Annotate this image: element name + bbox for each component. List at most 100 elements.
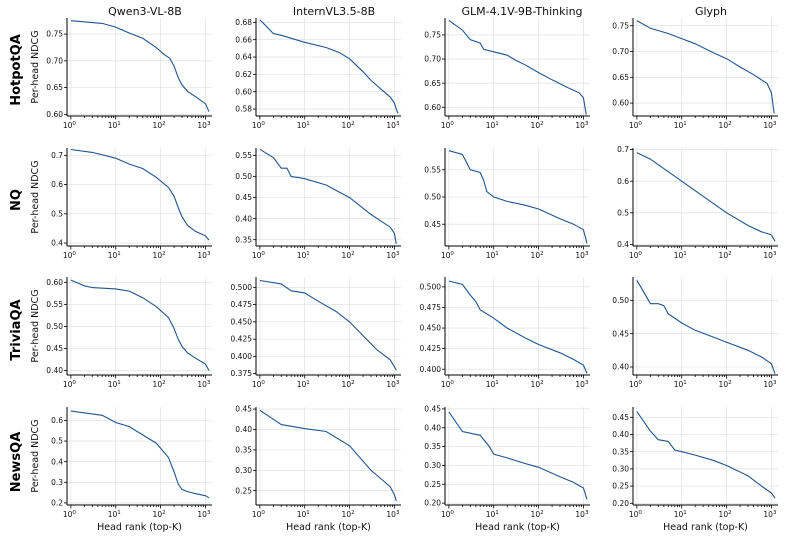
x-tick-label: 101: [297, 121, 310, 130]
x-tick-label: 102: [531, 251, 544, 260]
x-tick-label: 100: [441, 251, 455, 260]
y-tick-label: 0.40: [612, 430, 629, 439]
x-tick-label: 102: [719, 121, 732, 130]
series-line: [70, 20, 210, 112]
y-tick-label: 0.5: [617, 208, 629, 217]
panel-newsqa-3: 0.20 0.25 0.30 0.35 0.40 0.45 100 101 102 103 Head…: [424, 404, 590, 533]
y-tick-label: 0.475: [420, 303, 442, 312]
series-line: [70, 410, 210, 499]
y-tick-label: 0.500: [231, 283, 253, 292]
x-tick-label: 103: [763, 121, 777, 130]
x-tick-label: 100: [252, 121, 266, 130]
y-tick-label: 0.30: [612, 464, 629, 473]
panel-nq-4: 0.4 0.5 0.6 0.7 100 101 102 103: [617, 145, 778, 260]
panel-hotpotqa-2: 0.58 0.60 0.62 0.64 0.66 0.68 100 101 102 103: [235, 18, 401, 130]
y-tick-label: 0.60: [612, 99, 629, 108]
y-tick-label: 0.35: [424, 442, 441, 451]
y-tick-label: 0.70: [424, 55, 441, 64]
x-tick-label: 100: [63, 121, 77, 130]
y-tick-label: 0.25: [612, 482, 629, 491]
series-line: [70, 279, 210, 371]
panel-nq-3: 0.45 0.50 0.55 100 101 102 103: [424, 148, 590, 260]
x-tick-label: 103: [386, 510, 400, 519]
panel-nq-2: 0.35 0.40 0.45 0.50 0.55 100 101 102 103: [235, 148, 401, 260]
y-tick-label: 0.45: [612, 413, 629, 422]
series-line: [636, 411, 776, 499]
y-tick-label: 0.20: [612, 499, 629, 508]
y-tick-label: 0.500: [420, 282, 442, 291]
x-tick-label: 101: [486, 510, 499, 519]
x-tick-label: 103: [763, 380, 777, 389]
y-tick-label: 0.475: [231, 300, 253, 309]
panel-triviaqa-3: 0.400 0.425 0.450 0.475 0.500 100 101 102 103: [420, 277, 590, 389]
x-tick-label: 100: [252, 510, 266, 519]
x-tick-label: 102: [153, 510, 166, 519]
y-tick-label: 0.400: [420, 365, 442, 374]
x-axis-label: Head rank (top-K): [475, 522, 560, 533]
x-tick-label: 103: [197, 380, 211, 389]
y-tick-label: 0.75: [46, 30, 63, 39]
x-tick-label: 103: [386, 380, 400, 389]
x-tick-label: 100: [441, 380, 455, 389]
y-tick-label: 0.425: [420, 344, 442, 353]
y-tick-label: 0.25: [424, 480, 441, 489]
x-tick-label: 103: [386, 121, 400, 130]
panel-newsqa-2: 0.25 0.30 0.35 0.40 0.45 100 101 102 103 Head ran…: [235, 405, 401, 533]
y-tick-label: 0.45: [46, 344, 63, 353]
x-tick-label: 100: [441, 510, 455, 519]
x-tick-label: 101: [108, 121, 121, 130]
x-tick-label: 102: [531, 510, 544, 519]
row-label-nq: NQ: [9, 189, 24, 211]
x-tick-label: 100: [63, 251, 77, 260]
panel-newsqa-4: 0.20 0.25 0.30 0.35 0.40 0.45 100 101 102 103 Head…: [612, 407, 778, 533]
x-tick-label: 102: [719, 251, 732, 260]
y-tick-label: 0.45: [424, 404, 441, 413]
y-tick-label: 0.30: [235, 466, 252, 475]
x-tick-label: 100: [63, 380, 77, 389]
y-tick-label: 0.45: [235, 193, 252, 202]
y-tick-label: 0.60: [235, 87, 252, 96]
y-tick-label: 0.62: [235, 70, 252, 79]
y-axis-label: Per-head NDCG: [30, 160, 41, 233]
x-tick-label: 102: [342, 121, 355, 130]
y-tick-label: 0.3: [51, 478, 63, 487]
x-tick-label: 103: [763, 251, 777, 260]
y-tick-label: 0.35: [235, 445, 252, 454]
panels: 0.60 0.65 0.70 0.75 100 101 102 103 Per-head NDC…: [30, 18, 778, 533]
y-tick-label: 0.45: [235, 405, 252, 414]
y-tick-label: 0.6: [51, 180, 63, 189]
x-tick-label: 103: [575, 510, 589, 519]
x-tick-label: 100: [629, 510, 643, 519]
x-tick-label: 103: [197, 121, 211, 130]
y-tick-label: 0.30: [424, 461, 441, 470]
x-tick-label: 102: [153, 121, 166, 130]
x-tick-label: 103: [197, 510, 211, 519]
x-tick-label: 101: [674, 510, 687, 519]
y-axis-label: Per-head NDCG: [30, 30, 41, 103]
series-line: [636, 280, 776, 374]
row-label-hotpotqa: HotpotQA: [9, 34, 24, 106]
x-tick-label: 102: [342, 251, 355, 260]
y-tick-label: 0.375: [231, 369, 253, 378]
x-tick-label: 100: [629, 121, 643, 130]
y-tick-label: 0.40: [46, 366, 63, 375]
y-tick-label: 0.400: [231, 352, 253, 361]
panel-hotpotqa-1: 0.60 0.65 0.70 0.75 100 101 102 103 Per-head NDC…: [30, 18, 212, 130]
series-line: [448, 411, 588, 500]
series-line: [448, 19, 587, 115]
panel-hotpotqa-3: 0.60 0.65 0.70 0.75 100 101 102 103: [424, 18, 590, 130]
y-tick-label: 0.4: [51, 239, 63, 248]
y-tick-label: 0.40: [424, 423, 441, 432]
x-tick-label: 101: [486, 251, 499, 260]
headers: Qwen3-VL-8B InternVL3.5-8B GLM-4.1V-9B-T…: [9, 5, 727, 492]
y-tick-label: 0.60: [46, 278, 63, 287]
y-tick-label: 0.5: [51, 209, 63, 218]
x-tick-label: 102: [342, 380, 355, 389]
x-tick-label: 103: [575, 251, 589, 260]
column-title-2: InternVL3.5-8B: [293, 5, 375, 18]
row-label-triviaqa: TriviaQA: [9, 299, 24, 360]
series-line: [259, 148, 397, 244]
y-tick-label: 0.75: [424, 30, 441, 39]
y-tick-label: 0.40: [235, 425, 252, 434]
